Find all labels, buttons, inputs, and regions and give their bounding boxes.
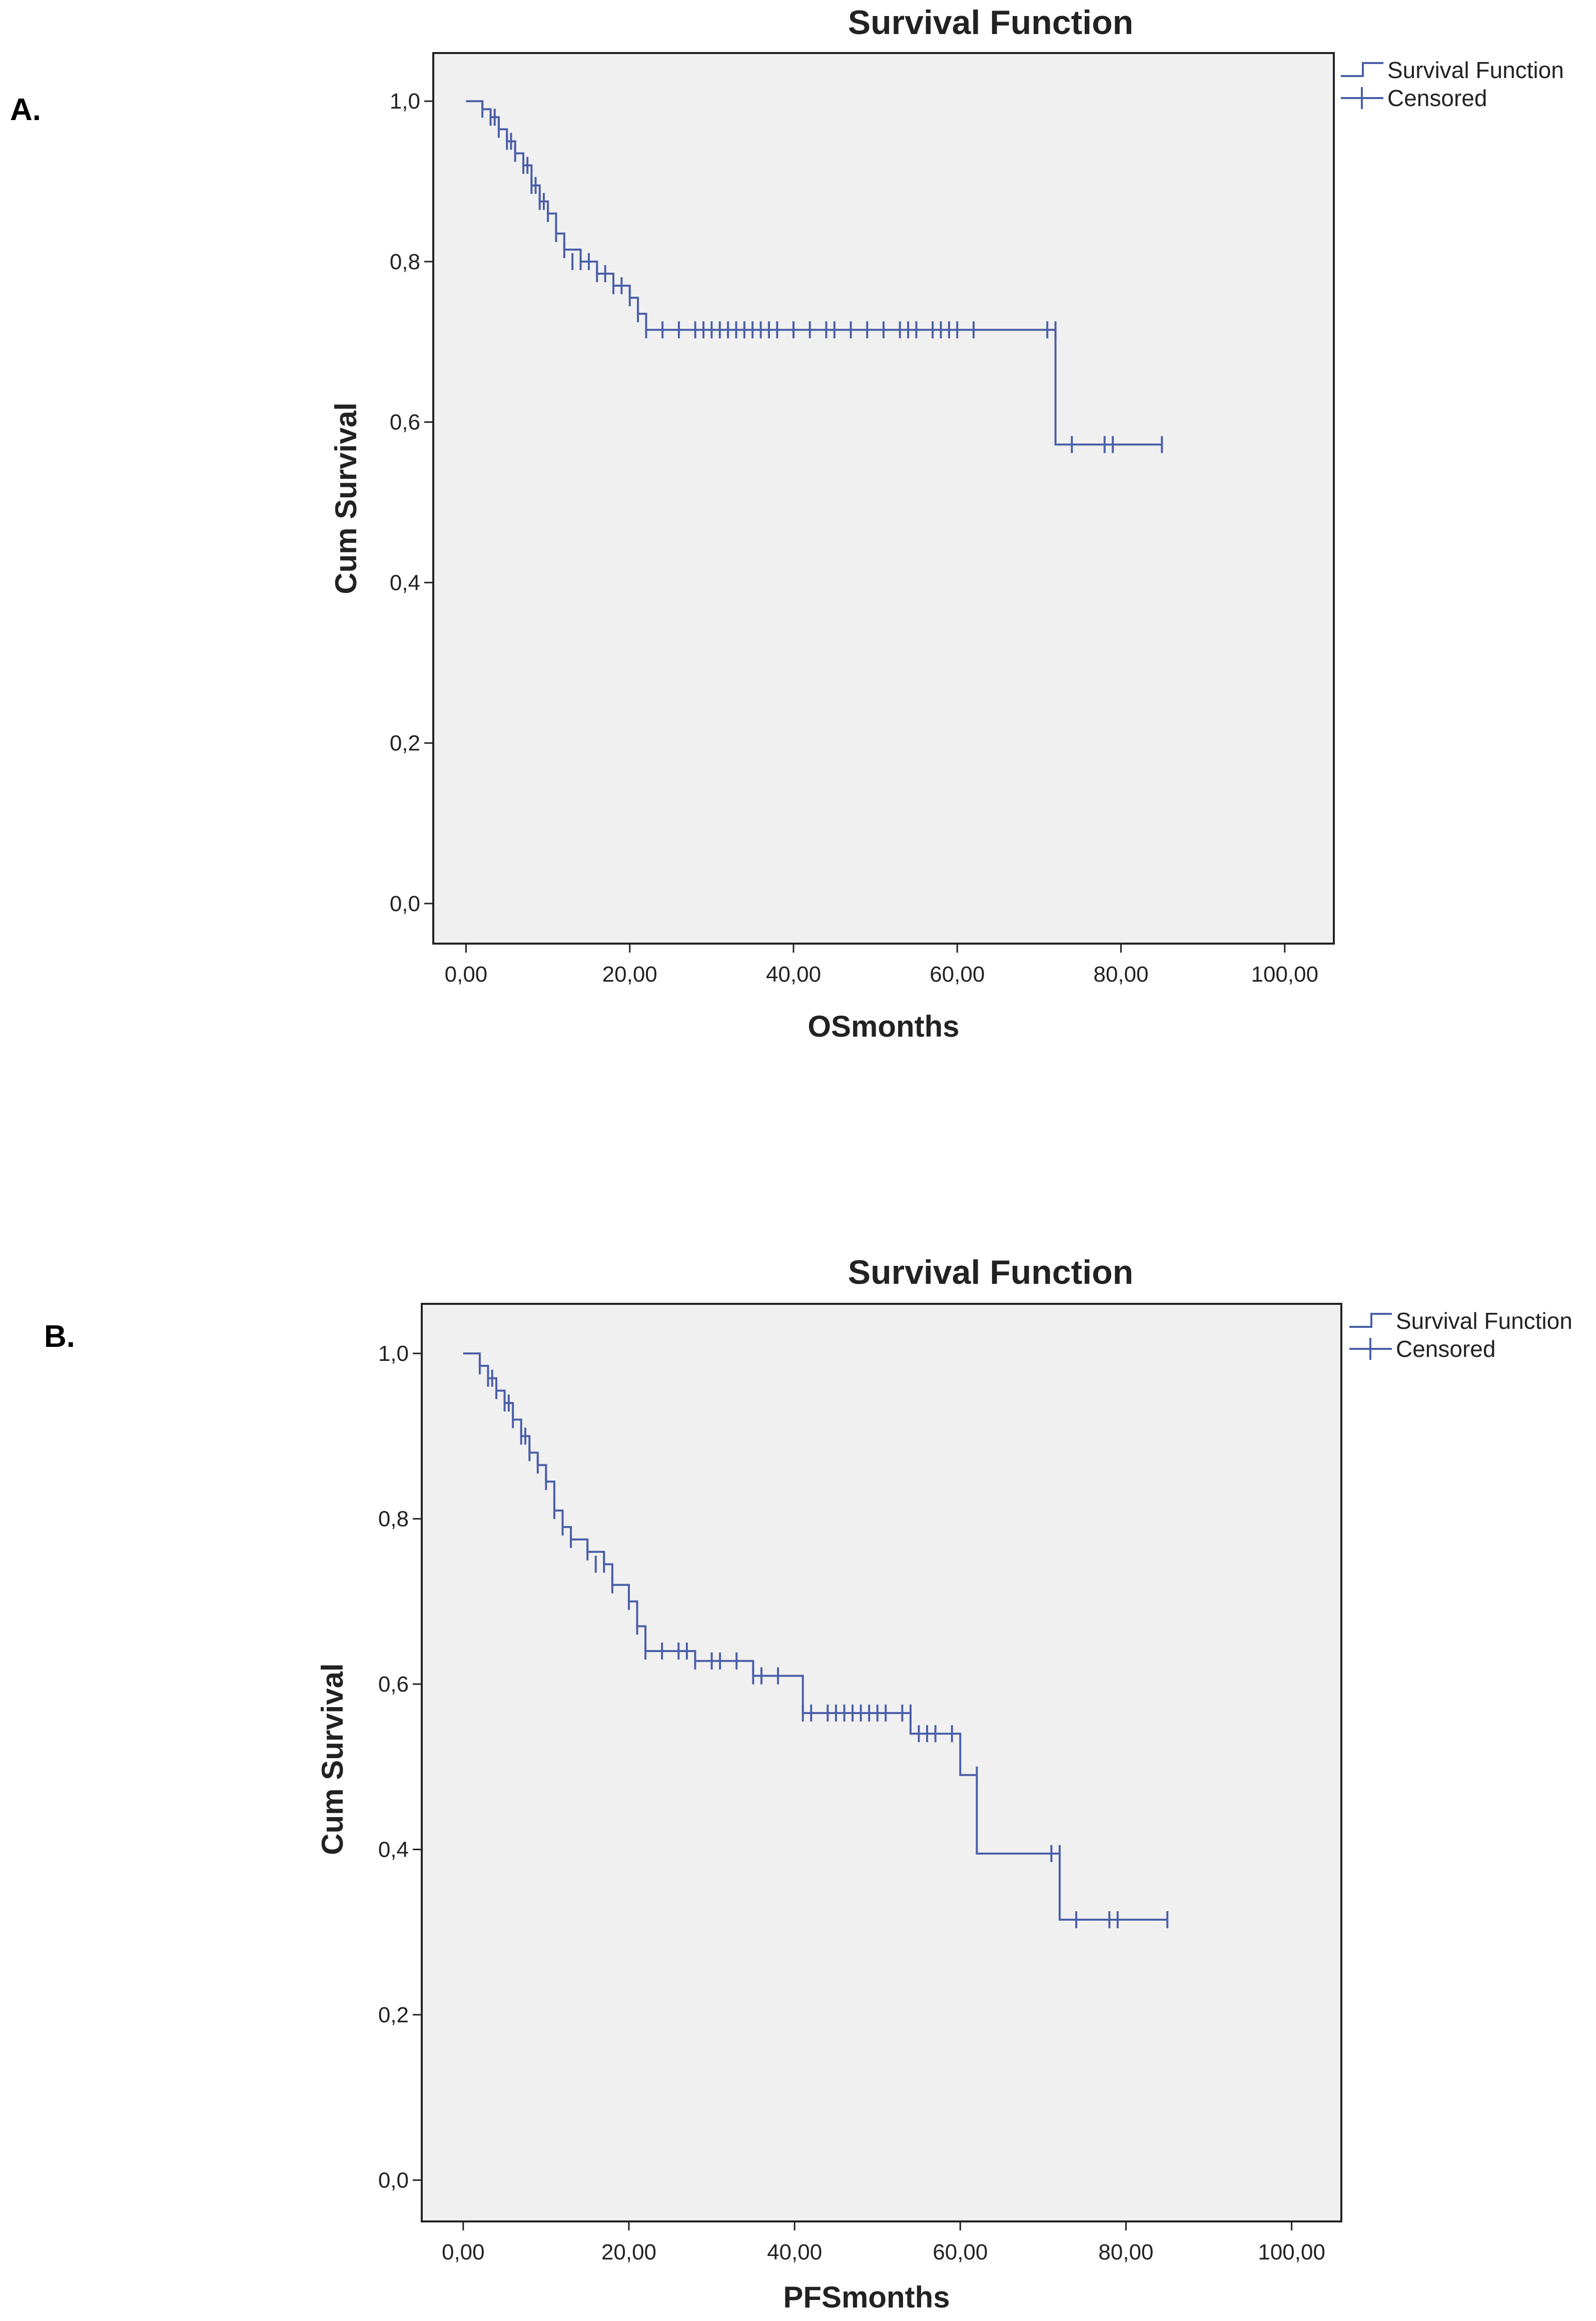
panel-b-xtick-label: 80,00 xyxy=(1098,2240,1153,2264)
panel-b-ytick-label: 0,6 xyxy=(378,1672,409,1697)
panel-a-y-axis-title: Cum Survival xyxy=(329,402,363,594)
panel-a-title: Survival Function xyxy=(848,4,1134,42)
panel-b-title: Survival Function xyxy=(848,1253,1134,1291)
panel-a-label: A. xyxy=(10,93,41,127)
panel-b-ytick-label: 0,8 xyxy=(378,1507,409,1531)
panel-a-ytick-label: 0,6 xyxy=(390,410,420,435)
panel-b-xtick-label: 20,00 xyxy=(601,2240,656,2264)
panel-b-x-axis-title: PFSmonths xyxy=(783,2280,950,2314)
panel-a-ytick-label: 0,2 xyxy=(390,731,420,755)
panel-a-xtick-label: 0,00 xyxy=(445,962,488,987)
panel-b-ytick-label: 0,2 xyxy=(378,2003,409,2027)
panel-a-ytick-label: 1,0 xyxy=(390,89,420,114)
panel-a-xtick-label: 80,00 xyxy=(1093,962,1148,987)
panel-b-ytick-label: 0,4 xyxy=(378,1837,409,1862)
panel-a-plot-area xyxy=(432,52,1335,945)
panel-b-xtick-label: 0,00 xyxy=(442,2240,485,2264)
legend-survival-function-symbol xyxy=(1341,62,1383,77)
panel-b-xtick-label: 40,00 xyxy=(767,2240,822,2264)
panel-b-label: B. xyxy=(44,1319,75,1354)
panel-a-y-axis: 0,0 0,2 0,4 0,6 0,8 1,0 xyxy=(390,89,433,916)
panel-a-censored-marks xyxy=(481,101,1163,453)
panel-a-xtick-label: 40,00 xyxy=(766,962,821,987)
panel-b-y-axis-title: Cum Survival xyxy=(316,1663,349,1855)
legend-survival-function-label: Survival Function xyxy=(1387,57,1564,83)
legend-censored-label: Censored xyxy=(1387,85,1487,111)
panel-a-x-axis: 0,00 20,00 40,00 60,00 80,00 100,00 xyxy=(445,944,1318,987)
panel-b-x-axis: 0,00 20,00 40,00 60,00 80,00 100,00 xyxy=(442,2221,1325,2264)
panel-a-ytick-label: 0,8 xyxy=(390,250,420,274)
panel-a-survival-curve xyxy=(466,100,1162,446)
panel-b: B. Survival Function 0,0 0,2 0,4 0,6 0,8… xyxy=(44,1253,1572,2314)
panel-a-xtick-label: 60,00 xyxy=(930,962,985,987)
panel-b-y-axis: 0,0 0,2 0,4 0,6 0,8 1,0 xyxy=(378,1341,422,2192)
panel-b-ytick-label: 1,0 xyxy=(378,1341,409,1366)
legend-survival-function-label: Survival Function xyxy=(1396,1308,1572,1334)
panel-a-ytick-label: 0,0 xyxy=(390,892,420,916)
panel-b-censored-marks xyxy=(478,1357,1169,1928)
panel-a-xtick-label: 100,00 xyxy=(1251,962,1319,987)
panel-a-legend: Survival Function Censored xyxy=(1341,57,1564,111)
panel-a: A. Survival Function 0,0 0,2 0,4 0,6 0,8… xyxy=(10,4,1564,1043)
panel-b-xtick-label: 100,00 xyxy=(1258,2240,1325,2264)
panel-b-xtick-label: 60,00 xyxy=(933,2240,988,2264)
panel-a-xtick-label: 20,00 xyxy=(602,962,657,987)
panel-b-ytick-label: 0,0 xyxy=(378,2168,409,2192)
panel-b-plot-area xyxy=(421,1303,1342,2222)
panel-a-x-axis-title: OSmonths xyxy=(808,1010,959,1043)
panel-a-ytick-label: 0,4 xyxy=(390,570,420,595)
panel-b-legend: Survival Function Censored xyxy=(1349,1308,1572,1362)
legend-censored-label: Censored xyxy=(1396,1336,1495,1362)
legend-survival-function-symbol xyxy=(1349,1313,1392,1328)
